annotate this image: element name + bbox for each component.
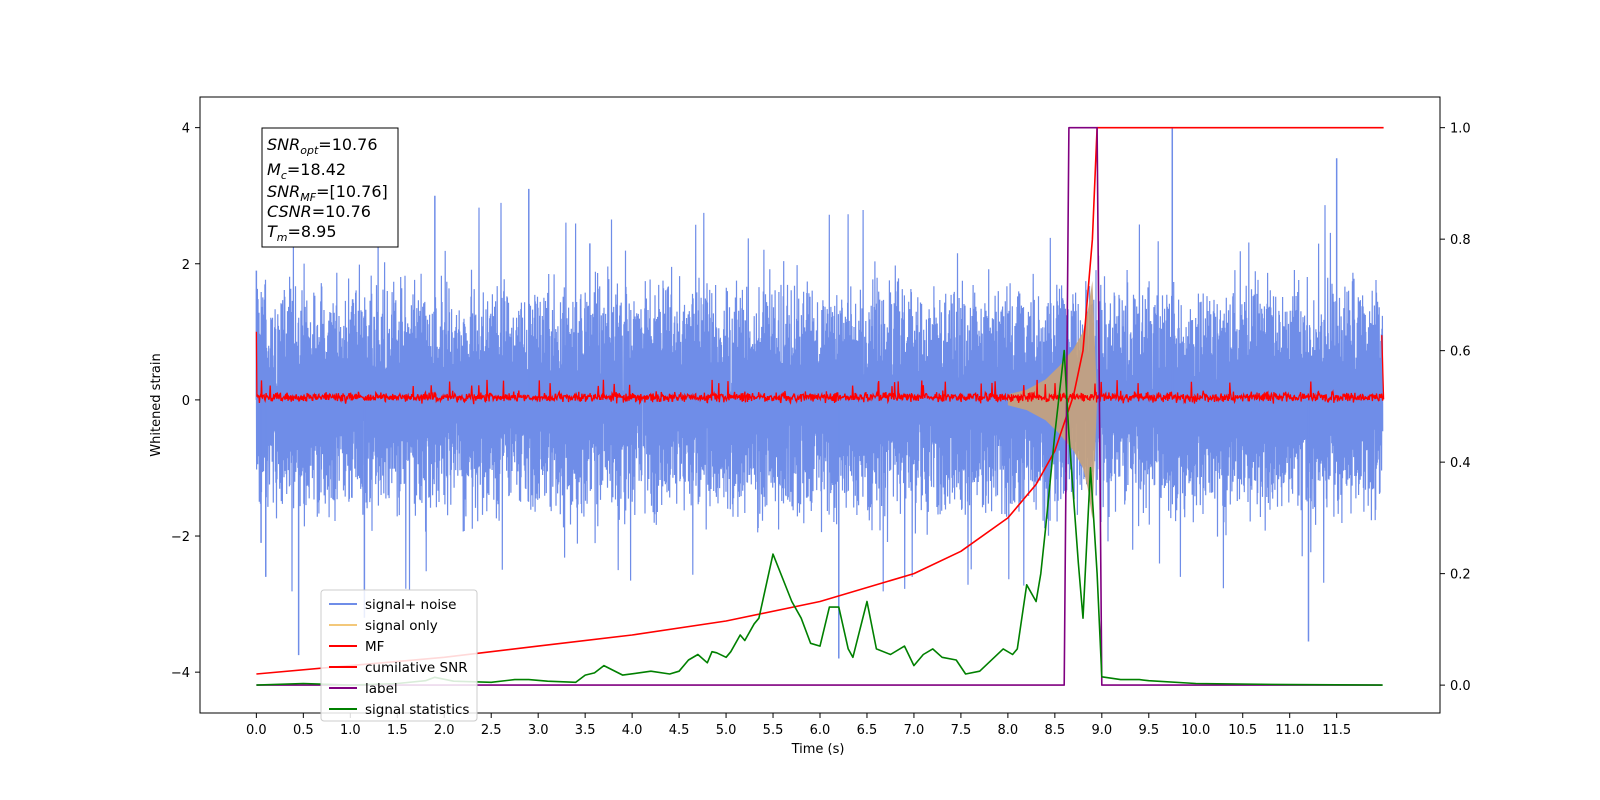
y2-tick-label: 1.0 — [1450, 122, 1471, 137]
info-box: SNRopt=10.76 Mc=18.42 SNRMF=[10.76] CSNR… — [261, 127, 399, 248]
x-tick-label: 1.5 — [387, 723, 408, 738]
legend-item-signal-statistics: signal statistics — [329, 702, 469, 718]
y2-tick-label: 0.8 — [1450, 233, 1471, 248]
x-tick-label: 3.0 — [528, 723, 549, 738]
legend-label-signal-only: signal only — [365, 618, 438, 634]
legend-label-cumulative-snr: cumilative SNR — [365, 660, 468, 676]
legend-item-label: label — [329, 681, 398, 697]
legend-label-mf: MF — [365, 639, 384, 655]
info-mc: Mc=18.42 — [267, 160, 346, 182]
y-tick-label: 2 — [182, 258, 190, 273]
x-tick-label: 9.5 — [1138, 723, 1159, 738]
x-tick-label: 11.0 — [1275, 723, 1304, 738]
legend-item-mf: MF — [329, 639, 384, 655]
y2-tick-label: 0.6 — [1450, 345, 1471, 360]
x-tick-label: 2.0 — [434, 723, 455, 738]
legend: signal+ noise signal only MF cumilative … — [320, 589, 478, 722]
legend-item-cumulative-snr: cumilative SNR — [329, 660, 468, 676]
x-tick-label: 11.5 — [1322, 723, 1351, 738]
y-tick-label: 4 — [182, 122, 190, 137]
x-tick-label: 7.5 — [951, 723, 972, 738]
info-snr-opt: SNRopt=10.76 — [267, 135, 378, 157]
x-tick-label: 10.5 — [1228, 723, 1257, 738]
info-csnr: CSNR=10.76 — [267, 202, 371, 221]
info-snr-mf: SNRMF=[10.76] — [267, 182, 388, 204]
x-tick-label: 0.0 — [246, 723, 267, 738]
legend-label-signal-noise: signal+ noise — [365, 597, 456, 613]
series-label-line — [256, 126, 1382, 686]
x-tick-label: 9.0 — [1091, 723, 1112, 738]
x-tick-label: 8.0 — [998, 723, 1019, 738]
x-tick-label: 4.5 — [669, 723, 690, 738]
y2-tick-label: 0.0 — [1450, 679, 1471, 694]
legend-item-signal-only: signal only — [329, 618, 438, 634]
y-axis-right: 0.0 0.2 0.4 0.6 0.8 1.0 — [1440, 122, 1471, 694]
series-signal-statistics-line — [256, 349, 1383, 686]
y2-tick-label: 0.2 — [1450, 568, 1471, 583]
plot-area — [255, 126, 1385, 686]
x-tick-label: 4.0 — [622, 723, 643, 738]
legend-frame — [320, 589, 478, 722]
x-tick-label: 7.0 — [904, 723, 925, 738]
x-tick-label: 0.5 — [293, 723, 314, 738]
x-axis-label: Time (s) — [791, 742, 845, 757]
y-axis-left: −4 −2 0 2 4 — [171, 122, 200, 681]
x-tick-label: 5.0 — [716, 723, 737, 738]
y-tick-label: −4 — [171, 666, 190, 681]
y-axis-label: Whitened strain — [149, 353, 164, 456]
x-axis: 0.0 0.5 1.0 1.5 2.0 2.5 3.0 3.5 4.0 4.5 5.0 5.5 6.0 6… — [246, 713, 1351, 738]
legend-item-signal-noise: signal+ noise — [329, 597, 456, 613]
x-tick-label: 2.5 — [481, 723, 502, 738]
info-box-frame — [261, 127, 399, 248]
x-tick-label: 5.5 — [763, 723, 784, 738]
y-tick-label: −2 — [171, 530, 190, 545]
legend-label-signal-statistics: signal statistics — [365, 702, 469, 718]
y-tick-label: 0 — [182, 394, 190, 409]
series-signal-noise-line — [255, 202, 1384, 592]
x-tick-label: 3.5 — [575, 723, 596, 738]
series-signal-only-area — [1007, 280, 1098, 519]
series-mf-line — [255, 331, 1385, 406]
info-tm: Tm=8.95 — [267, 222, 337, 244]
y2-tick-label: 0.4 — [1450, 456, 1471, 471]
x-tick-label: 1.0 — [340, 723, 361, 738]
x-tick-label: 6.5 — [857, 723, 878, 738]
x-tick-label: 8.5 — [1045, 723, 1066, 738]
x-tick-label: 10.0 — [1181, 723, 1210, 738]
legend-label-label: label — [365, 681, 398, 697]
x-tick-label: 6.0 — [810, 723, 831, 738]
series-cumulative-snr-line — [256, 126, 1384, 675]
